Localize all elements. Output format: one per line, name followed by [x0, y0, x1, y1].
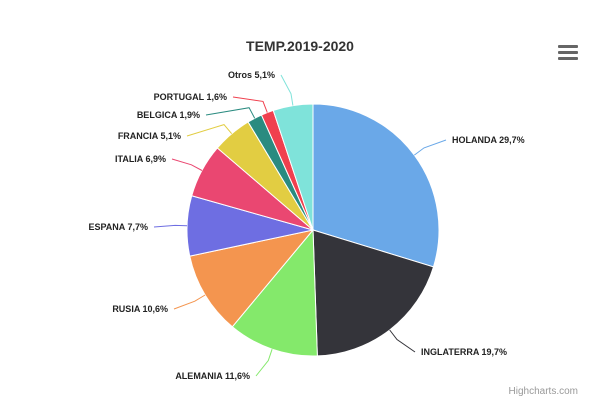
credits-link[interactable]: Highcharts.com: [508, 386, 578, 397]
connector-francia: [186, 124, 233, 137]
pie-slice-inglaterra[interactable]: [312, 229, 435, 357]
data-label-alemania: ALEMANIA 11,6%: [175, 371, 250, 381]
connector-alemania: [255, 349, 273, 377]
connector-espana: [153, 224, 188, 228]
pie-slice-alemania[interactable]: [231, 228, 318, 357]
data-label-otros: Otros 5,1%: [228, 70, 275, 80]
connector-italia: [171, 158, 203, 171]
hamburger-menu-icon[interactable]: [558, 45, 578, 61]
chart-title: TEMP.2019-2020: [246, 38, 354, 54]
pie-slice-rusia[interactable]: [189, 229, 315, 328]
data-label-inglaterra: INGLATERRA 19,7%: [421, 347, 507, 357]
connector-portugal: [232, 96, 268, 113]
connector-rusia: [173, 294, 206, 310]
pie-slice-otros[interactable]: [272, 103, 314, 231]
connector-holanda: [414, 139, 447, 156]
data-label-italia: ITALIA 6,9%: [115, 154, 166, 164]
data-label-francia: FRANCIA 5,1%: [118, 131, 181, 141]
connector-belgica: [205, 107, 256, 119]
data-label-belgica: BELGICA 1,9%: [137, 110, 200, 120]
data-label-holanda: HOLANDA 29,7%: [452, 135, 525, 145]
data-label-rusia: RUSIA 10,6%: [112, 304, 168, 314]
data-label-portugal: PORTUGAL 1,6%: [154, 92, 227, 102]
connector-otros: [280, 74, 294, 106]
data-label-espana: ESPANA 7,7%: [88, 222, 148, 232]
connector-inglaterra: [389, 329, 416, 353]
